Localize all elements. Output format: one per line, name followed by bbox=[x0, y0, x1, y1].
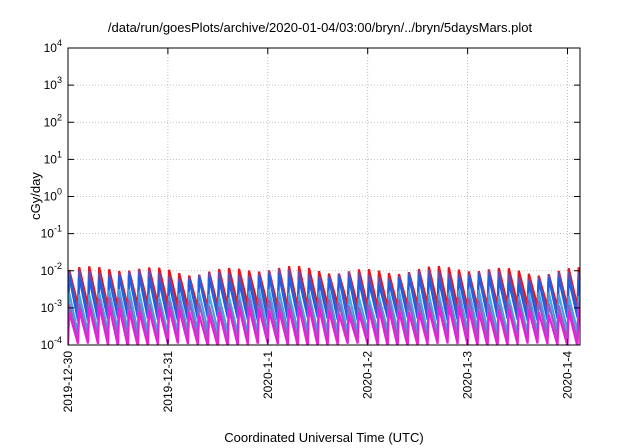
series-line bbox=[68, 269, 580, 316]
x-tick-label: 2020-1-2 bbox=[361, 351, 375, 399]
x-axis-label: Coordinated Universal Time (UTC) bbox=[224, 430, 424, 445]
y-tick-label: 10-4 bbox=[41, 335, 62, 352]
series-line bbox=[68, 288, 580, 335]
chart-title: /data/run/goesPlots/archive/2020-01-04/0… bbox=[107, 20, 533, 35]
x-tick-label: 2020-1-4 bbox=[561, 351, 575, 399]
y-tick-labels: 10-4 10-3 10-2 10-1 100 101 102 103 104 bbox=[41, 38, 62, 352]
y-tick-label: 10-3 bbox=[41, 298, 62, 315]
y-tick-label: 104 bbox=[44, 38, 62, 55]
series-line bbox=[68, 274, 580, 321]
x-tick-label: 2020-1-1 bbox=[261, 351, 275, 399]
x-tick-labels: 2019-12-30 2019-12-31 2020-1-1 2020-1-2 2020… bbox=[61, 351, 575, 413]
x-tick-label: 2019-12-30 bbox=[61, 351, 75, 413]
tick-marks bbox=[67, 47, 580, 346]
y-tick-label: 101 bbox=[44, 149, 62, 166]
y-tick-label: 102 bbox=[44, 112, 62, 129]
x-tick-label: 2019-12-31 bbox=[161, 351, 175, 413]
series-layer bbox=[68, 265, 580, 345]
series-line bbox=[68, 305, 580, 345]
x-tick-label: 2020-1-3 bbox=[461, 351, 475, 399]
y-tick-label: 100 bbox=[44, 187, 62, 204]
y-tick-label: 10-1 bbox=[41, 224, 62, 241]
y-tick-label: 103 bbox=[44, 75, 62, 92]
series-line bbox=[68, 296, 580, 342]
y-tick-label: 10-2 bbox=[41, 261, 62, 278]
y-axis-label: cGy/day bbox=[28, 172, 43, 220]
